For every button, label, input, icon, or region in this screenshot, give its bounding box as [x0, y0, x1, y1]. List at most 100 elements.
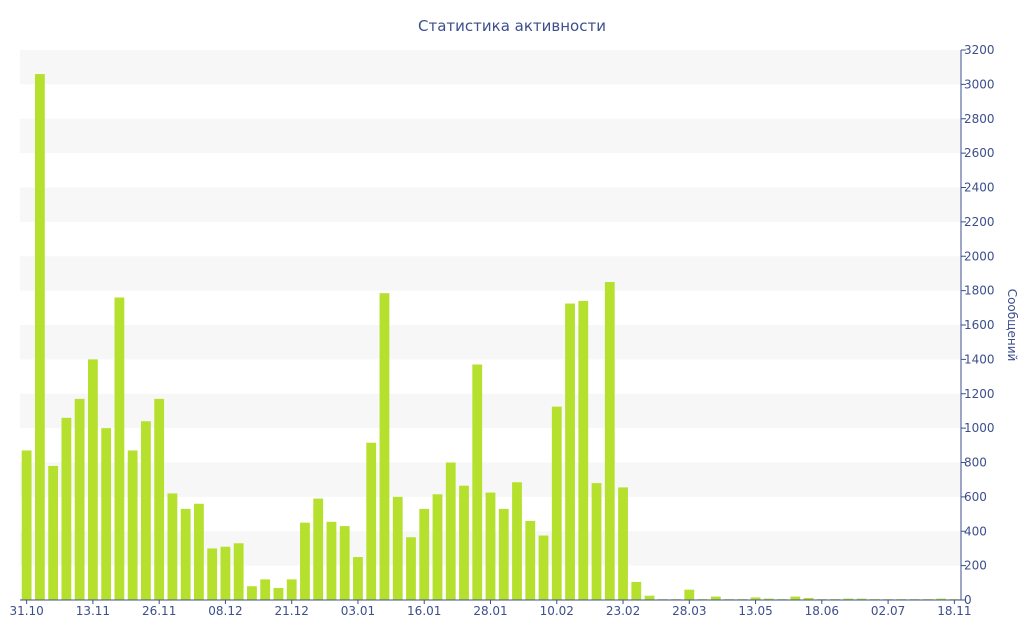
grid-band	[20, 187, 961, 222]
bar	[936, 598, 947, 600]
bar	[247, 586, 257, 600]
bar	[233, 543, 244, 600]
x-tick-label: 28.01	[473, 604, 507, 618]
bar	[114, 297, 125, 600]
bar	[498, 508, 509, 600]
y-tick-label: 1800	[964, 284, 995, 298]
x-tick-label: 26.11	[142, 604, 176, 618]
bar	[803, 597, 814, 600]
y-tick-label: 0	[964, 593, 972, 607]
grid-band	[20, 118, 961, 154]
y-tick-label: 600	[964, 490, 987, 504]
bar	[379, 293, 390, 600]
bar	[591, 483, 602, 600]
y-tick-label: 1000	[964, 421, 995, 435]
bar	[366, 442, 377, 600]
x-axis: 31.10 13.11 26.11 08.12 21.12 03.01 16.01 28.01…	[9, 599, 972, 618]
x-tick-label: 31.10	[9, 604, 43, 618]
bar	[154, 398, 165, 600]
bar	[392, 496, 403, 600]
bar	[445, 462, 456, 600]
x-tick-label: 18.06	[805, 604, 839, 618]
bar	[286, 579, 297, 600]
x-tick-label: 28.03	[672, 604, 706, 618]
chart-title: Статистика активности	[418, 17, 606, 35]
x-tick-label: 10.02	[540, 604, 574, 618]
bar	[525, 520, 536, 600]
bar	[313, 498, 324, 600]
x-tick-label: 16.01	[407, 604, 441, 618]
bar	[34, 74, 45, 600]
bar	[631, 581, 642, 600]
y-axis: 0 200 400 600 800 1000 1200 1400 1600 1800 2000 220…	[960, 43, 995, 607]
bar	[432, 494, 443, 600]
grid-band	[20, 462, 961, 497]
y-tick-label: 1600	[964, 318, 995, 332]
bar	[710, 596, 721, 600]
grid-band	[20, 325, 961, 360]
bar	[326, 521, 337, 600]
y-tick-label: 2200	[964, 215, 995, 229]
grid-band	[20, 256, 961, 291]
bar	[578, 300, 589, 600]
y-tick-label: 2600	[964, 146, 995, 160]
y-tick-label: 3000	[964, 77, 995, 91]
bar	[260, 579, 271, 600]
bar	[141, 421, 151, 600]
bar	[74, 398, 85, 600]
x-tick-label: 23.02	[606, 604, 640, 618]
x-tick-label: 08.12	[208, 604, 242, 618]
bar	[538, 535, 549, 600]
bar	[220, 546, 231, 600]
bar	[472, 364, 483, 600]
y-tick-label: 400	[964, 524, 987, 538]
x-tick-label: 02.07	[871, 604, 905, 618]
bar	[459, 485, 469, 600]
bar	[763, 598, 774, 600]
y-axis-title: Сообщений	[1005, 289, 1019, 362]
bar	[856, 598, 867, 600]
bar	[273, 587, 284, 600]
bar	[618, 487, 628, 600]
y-tick-label: 1200	[964, 387, 995, 401]
bar	[644, 595, 655, 600]
y-tick-label: 2400	[964, 181, 995, 195]
bar	[684, 589, 695, 600]
bar	[194, 503, 204, 600]
bar	[300, 522, 310, 600]
bar	[61, 417, 72, 600]
bar	[48, 465, 59, 600]
grid-band	[20, 50, 961, 85]
bars	[21, 74, 960, 600]
bar	[207, 548, 218, 600]
y-tick-label: 200	[964, 559, 987, 573]
bar	[21, 450, 32, 600]
x-tick-label: 18.11	[937, 604, 971, 618]
bar	[551, 406, 562, 600]
y-tick-label: 1400	[964, 352, 995, 366]
x-tick-label: 03.01	[341, 604, 375, 618]
bar	[750, 597, 761, 600]
bar	[485, 492, 496, 600]
bar	[167, 493, 178, 600]
bar	[512, 482, 522, 600]
bar	[843, 598, 854, 600]
x-tick-label: 13.05	[738, 604, 772, 618]
bar	[127, 450, 138, 600]
y-tick-label: 3200	[964, 43, 995, 57]
bar	[180, 508, 191, 600]
bar	[353, 557, 363, 600]
bar	[790, 596, 801, 600]
bar	[101, 428, 112, 600]
bar	[604, 282, 615, 600]
x-tick-label: 21.12	[275, 604, 309, 618]
bar	[565, 303, 575, 600]
y-tick-label: 2800	[964, 112, 995, 126]
grid-bands	[20, 50, 961, 566]
grid-band	[20, 393, 961, 429]
bar	[419, 508, 430, 600]
bar	[87, 359, 98, 600]
bar	[406, 537, 416, 600]
y-tick-label: 800	[964, 456, 987, 470]
